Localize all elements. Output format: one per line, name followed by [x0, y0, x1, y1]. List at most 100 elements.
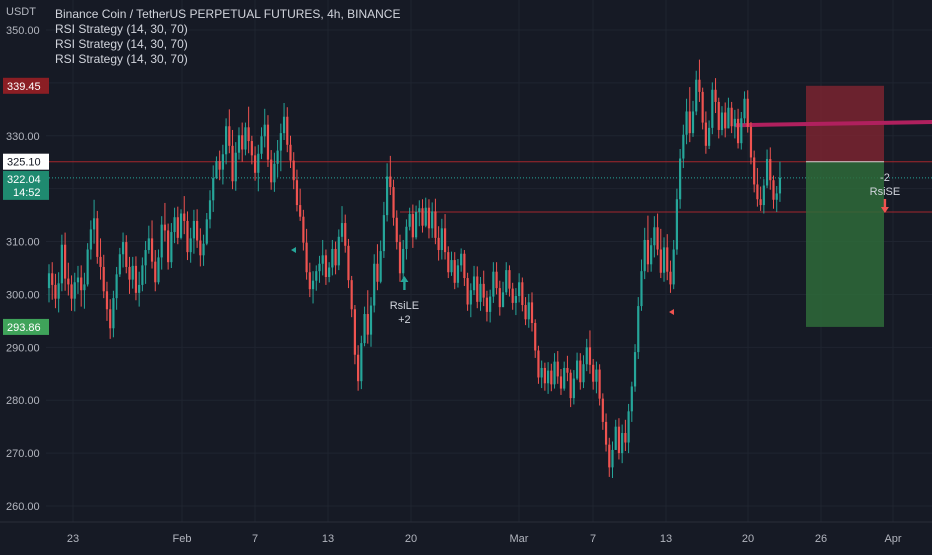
candle-body: [592, 364, 595, 382]
candle-body: [89, 229, 92, 250]
candle-body: [695, 79, 698, 112]
candle-body: [733, 118, 736, 127]
indicator-label[interactable]: RSI Strategy (14, 30, 70): [55, 52, 188, 66]
candle-body: [157, 257, 160, 283]
candle-body: [150, 238, 154, 262]
candle-body: [508, 270, 511, 289]
candle-body: [453, 260, 456, 283]
candle-body: [167, 230, 170, 263]
candle-body: [60, 244, 63, 284]
candle-body: [749, 126, 753, 158]
candle-body: [572, 378, 575, 399]
candle-body: [183, 213, 186, 221]
candle-body: [775, 193, 778, 200]
candle-body: [411, 214, 414, 238]
candle-body: [247, 127, 250, 142]
candle-body: [318, 263, 321, 272]
price-tick-label: 330.00: [6, 131, 40, 143]
candle-body: [64, 244, 67, 279]
trade-marker-icon: [291, 247, 296, 253]
candle-body: [708, 127, 711, 146]
candle-body: [80, 277, 83, 291]
candle-body: [743, 98, 746, 119]
signal-qty: +2: [398, 314, 411, 326]
candle-body: [67, 278, 70, 285]
candle-body: [379, 251, 382, 282]
candle-body: [566, 367, 569, 373]
candle-body: [324, 255, 328, 277]
trade-marker-icon: [669, 309, 674, 315]
candle-body: [414, 211, 418, 238]
candle-body: [456, 265, 460, 283]
candle-body: [189, 238, 192, 253]
trend-line[interactable]: [733, 120, 932, 128]
candle-body: [447, 252, 450, 273]
candle-body: [337, 236, 340, 266]
price-tick-label: 270.00: [6, 448, 40, 460]
candle-body: [311, 280, 315, 290]
candle-body: [704, 122, 707, 146]
candle-body: [614, 426, 617, 450]
candle-body: [273, 163, 276, 183]
candle-body: [263, 124, 266, 137]
candle-body: [427, 207, 431, 229]
candle-body: [96, 218, 99, 257]
candle-body: [762, 185, 765, 206]
candle-body: [192, 220, 195, 239]
candle-body: [753, 157, 756, 185]
candle-body: [302, 216, 305, 243]
time-tick-label: 7: [590, 533, 596, 545]
take-profit-zone[interactable]: [806, 161, 884, 327]
stop-price-tag-label: 339.45: [7, 81, 41, 93]
candle-body: [373, 263, 376, 306]
trend-line-segment[interactable]: [733, 120, 932, 128]
position-zones[interactable]: [806, 85, 884, 327]
candle-body: [250, 141, 253, 156]
candle-body: [547, 370, 550, 384]
symbol-title[interactable]: Binance Coin / TetherUS PERPETUAL FUTURE…: [55, 7, 401, 21]
candle-body: [350, 280, 353, 310]
candle-body: [51, 273, 54, 285]
candle-body: [141, 265, 144, 285]
candle-body: [460, 253, 463, 266]
candle-body: [527, 302, 530, 320]
candle-body: [205, 219, 208, 244]
candle-body: [492, 271, 495, 297]
candle-body: [472, 276, 476, 291]
candle-body: [617, 426, 621, 454]
candle-body: [443, 228, 447, 253]
candle-body: [357, 354, 360, 382]
time-axis[interactable]: 23 Feb 7 13 20 Mar 7 13 20 26 Apr: [0, 521, 932, 545]
candle-body: [434, 211, 437, 238]
price-axis[interactable]: 350.00 330.00 310.00 300.00 290.00 280.00 270.…: [6, 25, 40, 513]
candle-body: [257, 153, 260, 173]
candle-body: [347, 245, 350, 281]
indicator-label[interactable]: RSI Strategy (14, 30, 70): [55, 22, 188, 36]
candle-body: [624, 433, 627, 443]
time-tick-label: 20: [742, 533, 754, 545]
price-tick-label: 290.00: [6, 342, 40, 354]
candle-body: [659, 249, 662, 273]
candle-body: [691, 111, 695, 134]
candle-body: [675, 199, 678, 250]
candle-body: [176, 217, 179, 238]
candle-body: [131, 265, 134, 280]
candle-body: [476, 276, 479, 302]
price-tick-label: 260.00: [6, 501, 40, 513]
candle-body: [270, 159, 273, 183]
candle-body: [76, 277, 80, 283]
candle-body: [286, 116, 289, 145]
candle-body: [679, 158, 682, 200]
time-tick-label: 26: [815, 533, 827, 545]
target-price-tag: [3, 318, 49, 335]
candle-body: [231, 145, 234, 182]
candle-body: [701, 91, 704, 123]
indicator-label[interactable]: RSI Strategy (14, 30, 70): [55, 37, 188, 51]
candle-body: [759, 199, 762, 206]
candle-body: [315, 271, 318, 281]
candle-body: [218, 161, 221, 170]
candle-body: [237, 135, 241, 153]
candle-body: [501, 292, 505, 308]
candle-body: [389, 176, 392, 188]
